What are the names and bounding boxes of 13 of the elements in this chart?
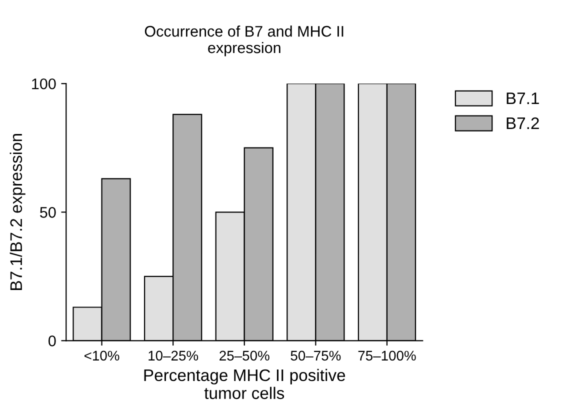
- x-axis-title: Percentage MHC II positive tumor cells: [144, 368, 346, 400]
- x-tick-label: 25–50%: [220, 350, 270, 361]
- chart-title: Occurrence of B7 and MHC II expression: [144, 26, 344, 56]
- x-tick-label: <10%: [84, 350, 120, 361]
- y-tick-label: 50: [40, 207, 56, 218]
- x-tick-label: 10–25%: [148, 350, 198, 361]
- x-tick-label: 75–100%: [358, 350, 416, 361]
- legend-label: B7.2: [506, 117, 539, 130]
- y-axis-title: B7.1/B7.2 expression: [10, 134, 26, 290]
- y-tick-label: 0: [48, 336, 56, 346]
- legend-label: B7.1: [506, 92, 539, 104]
- x-tick-label: 50–75%: [290, 350, 341, 361]
- y-tick-label: 100: [32, 78, 56, 90]
